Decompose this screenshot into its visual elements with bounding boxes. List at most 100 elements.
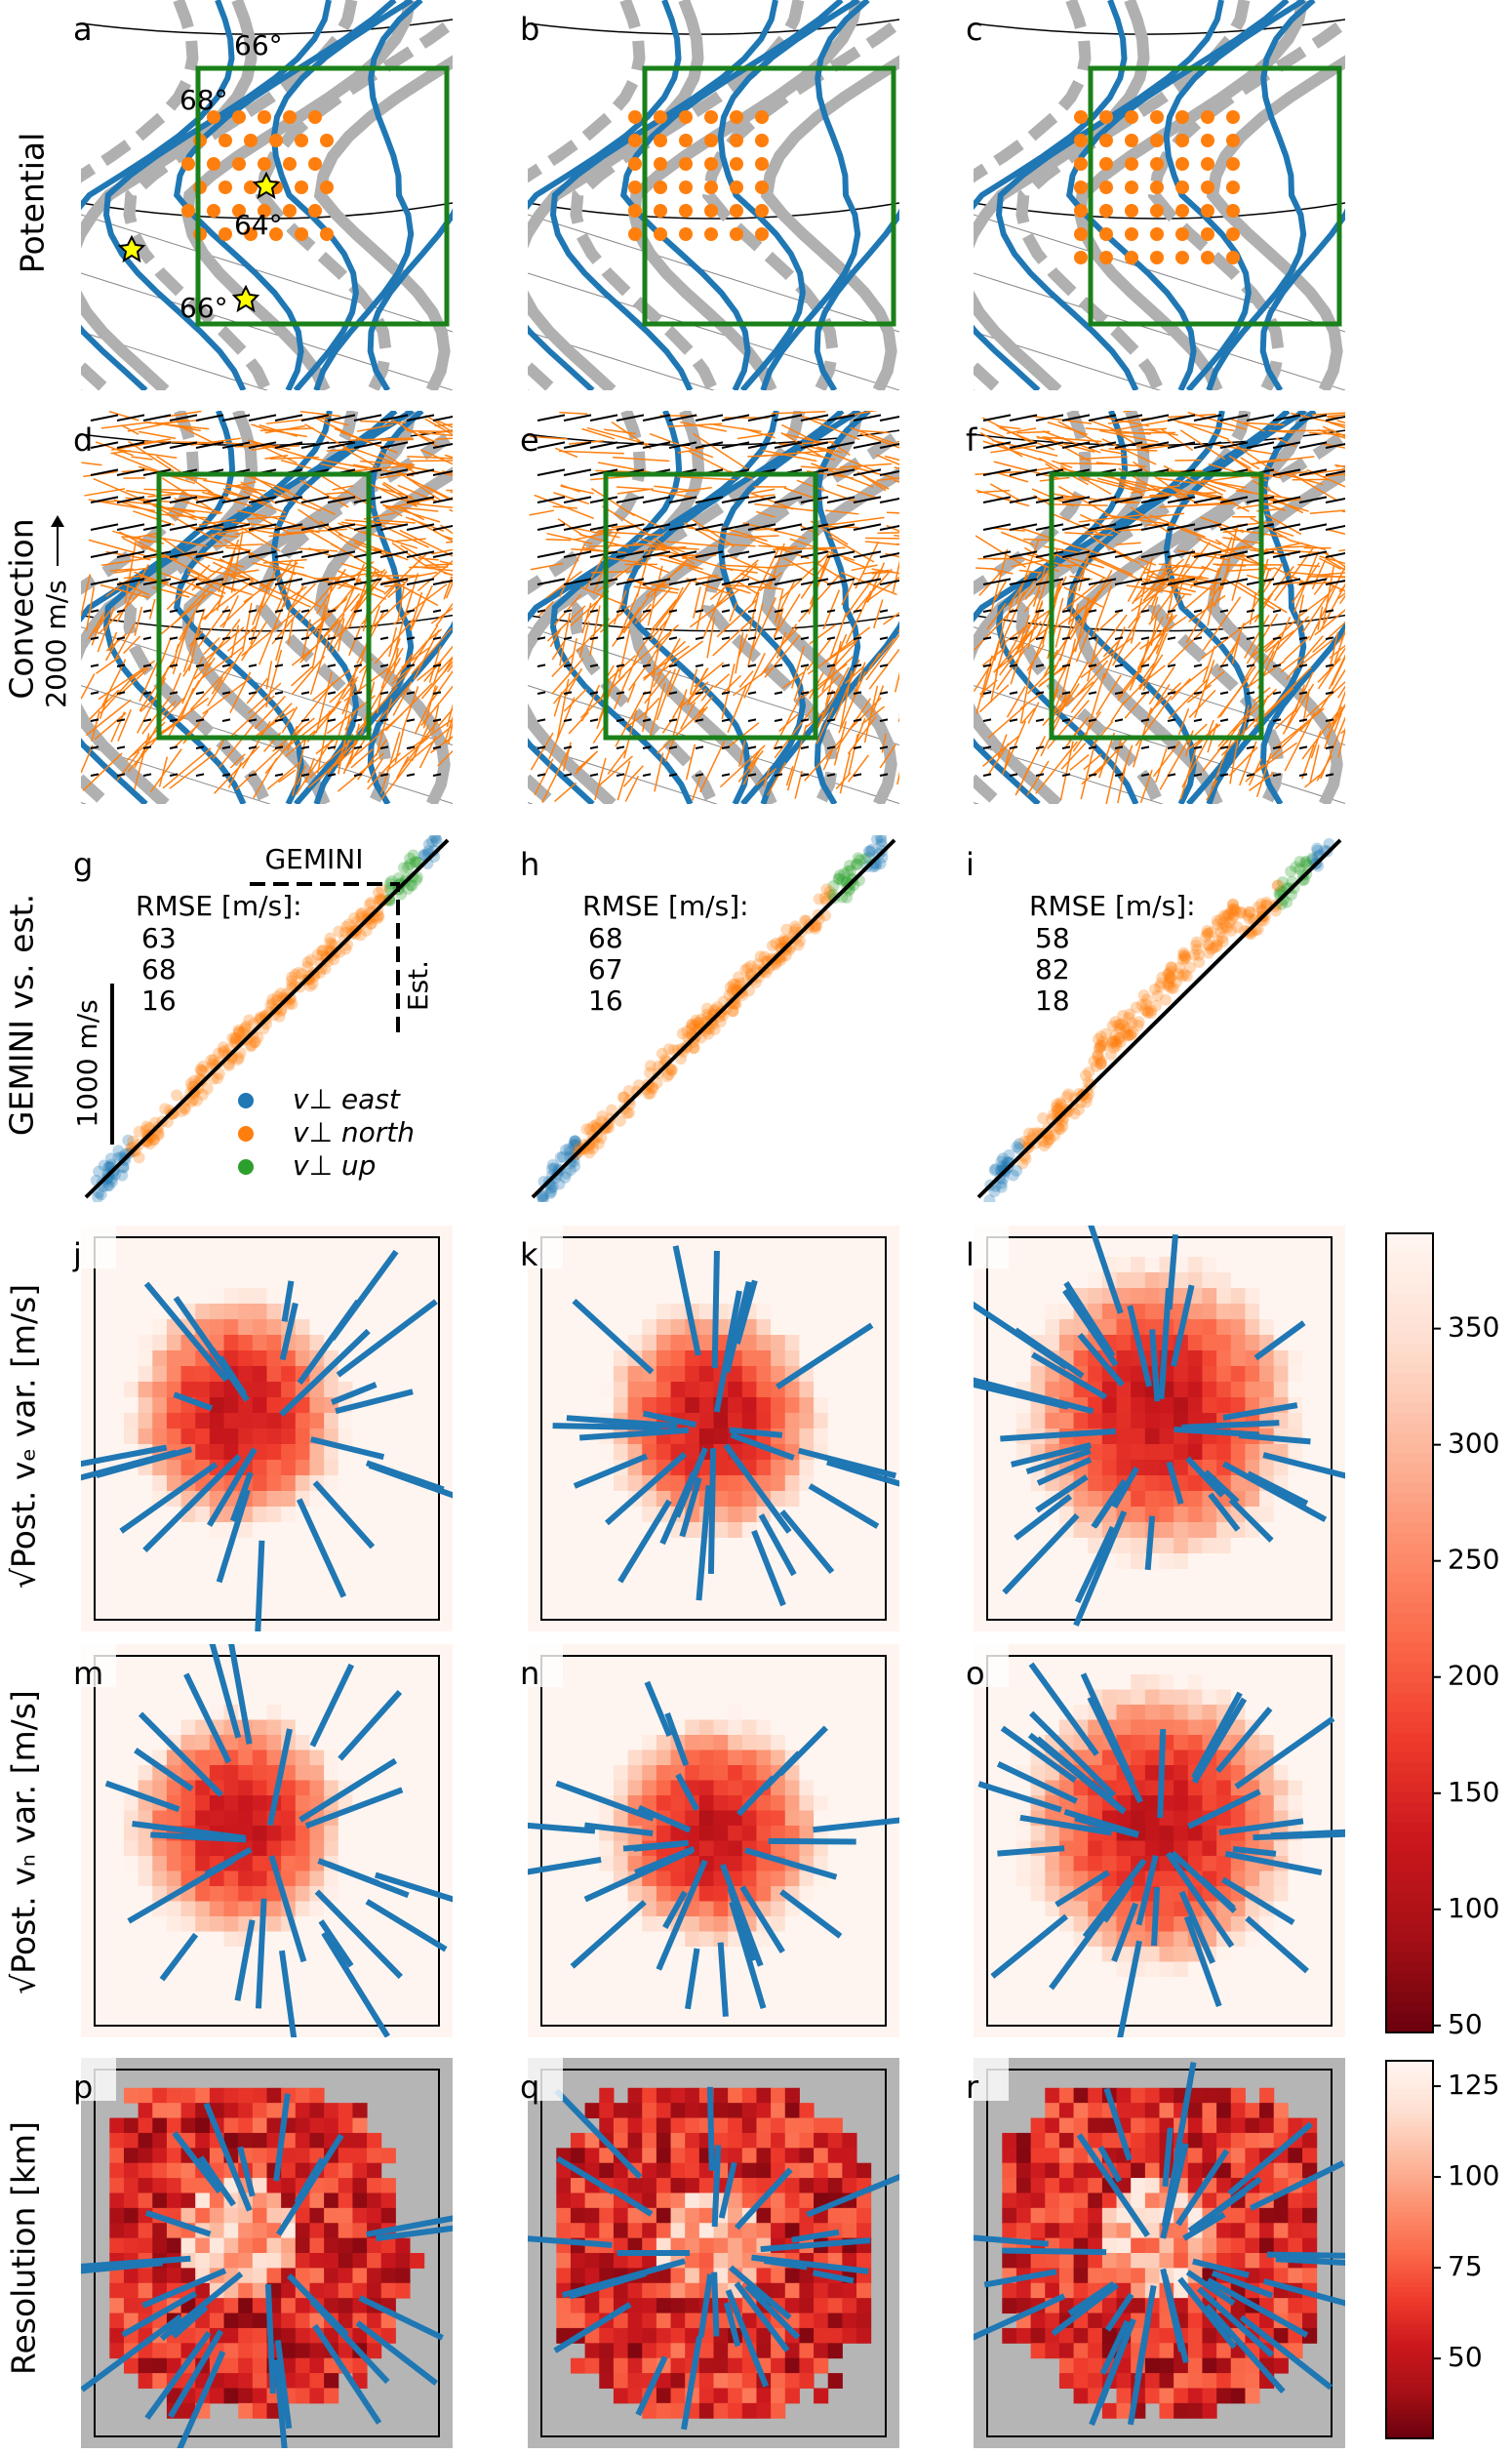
cell bbox=[180, 1460, 196, 1476]
cell bbox=[656, 1871, 672, 1887]
cell bbox=[670, 1674, 686, 1690]
vector bbox=[123, 635, 141, 655]
cell bbox=[95, 1689, 110, 1706]
vector bbox=[634, 603, 653, 624]
cell bbox=[138, 1304, 153, 1320]
scatter-point bbox=[152, 1129, 165, 1142]
cell bbox=[528, 1538, 543, 1554]
vector bbox=[659, 557, 697, 570]
cell bbox=[438, 1335, 453, 1351]
scatter-point bbox=[232, 1026, 245, 1038]
cell bbox=[599, 1659, 615, 1675]
arrow bbox=[274, 578, 303, 585]
arrow bbox=[90, 636, 99, 640]
cell bbox=[238, 1659, 254, 1675]
cell bbox=[195, 1735, 211, 1750]
cell bbox=[81, 1335, 97, 1351]
cell bbox=[166, 1600, 182, 1617]
scatter-point bbox=[700, 1008, 713, 1021]
cell bbox=[423, 1719, 439, 1736]
scatter-point bbox=[617, 1091, 629, 1104]
cell bbox=[238, 2298, 254, 2314]
cell bbox=[570, 1991, 586, 2008]
arrow bbox=[774, 523, 803, 531]
cell bbox=[123, 2178, 139, 2193]
vector bbox=[109, 568, 134, 572]
cell bbox=[528, 1444, 543, 1461]
cell bbox=[698, 1350, 714, 1367]
spoke bbox=[723, 1443, 792, 1534]
cell bbox=[728, 1600, 743, 1617]
scatter-point bbox=[780, 923, 793, 936]
cell bbox=[584, 1961, 600, 1978]
cell bbox=[438, 1931, 453, 1948]
vector bbox=[897, 628, 899, 632]
cell bbox=[338, 2193, 353, 2209]
cell bbox=[195, 1382, 211, 1398]
cell bbox=[81, 1413, 97, 1429]
cell bbox=[223, 1444, 239, 1461]
vector bbox=[211, 676, 224, 695]
cell bbox=[95, 1947, 110, 1962]
cell bbox=[613, 1735, 629, 1750]
sample-dot bbox=[219, 181, 232, 194]
cell bbox=[380, 1382, 396, 1398]
cell bbox=[423, 1765, 439, 1781]
cell bbox=[410, 1826, 425, 1841]
cell bbox=[81, 1397, 97, 1414]
cell bbox=[410, 1319, 425, 1336]
cell bbox=[95, 1931, 110, 1948]
cell bbox=[166, 2103, 182, 2119]
cell bbox=[266, 1413, 282, 1429]
contour bbox=[701, 426, 899, 804]
sample-dot bbox=[258, 204, 271, 218]
cell bbox=[152, 1569, 168, 1586]
cell bbox=[367, 1257, 382, 1273]
cell bbox=[266, 1538, 282, 1554]
cell bbox=[613, 1810, 629, 1827]
scatter-point bbox=[838, 867, 851, 880]
cell bbox=[423, 1257, 439, 1273]
cell bbox=[842, 1397, 857, 1414]
cell bbox=[584, 1257, 600, 1273]
arrow bbox=[432, 524, 453, 531]
vector bbox=[886, 524, 899, 533]
cell bbox=[599, 1689, 615, 1706]
cell bbox=[395, 1644, 411, 1660]
cell bbox=[741, 1585, 757, 1601]
cell bbox=[152, 1644, 168, 1660]
vector bbox=[569, 637, 577, 675]
cell bbox=[613, 1444, 629, 1461]
cell bbox=[528, 1886, 543, 1902]
cell bbox=[180, 2193, 196, 2209]
cell bbox=[209, 1840, 225, 1857]
cell bbox=[541, 1977, 557, 1992]
scatter-point bbox=[142, 1132, 155, 1145]
cell bbox=[438, 1991, 453, 2008]
scatter-point bbox=[427, 844, 440, 857]
scatter-point bbox=[727, 978, 739, 990]
cell bbox=[410, 1335, 425, 1351]
spoke bbox=[552, 1423, 663, 1431]
cell bbox=[613, 1397, 629, 1414]
arrow bbox=[221, 691, 231, 695]
cell bbox=[81, 1826, 97, 1841]
arrow bbox=[300, 496, 330, 503]
cell bbox=[584, 1871, 600, 1887]
cell bbox=[252, 1288, 267, 1305]
cell bbox=[81, 1931, 97, 1948]
cell bbox=[95, 1991, 110, 2008]
cell bbox=[698, 1272, 714, 1289]
cell bbox=[252, 1886, 267, 1902]
cell bbox=[670, 1335, 686, 1351]
sample-dot bbox=[258, 157, 271, 171]
arrow bbox=[90, 550, 119, 558]
scatter-point bbox=[622, 1106, 635, 1119]
cell bbox=[856, 1382, 872, 1398]
cell bbox=[410, 1780, 425, 1796]
sample-dot bbox=[755, 181, 769, 194]
vector bbox=[657, 586, 684, 642]
cell bbox=[81, 1947, 97, 1962]
vector bbox=[158, 756, 169, 787]
cell bbox=[95, 2007, 110, 2023]
